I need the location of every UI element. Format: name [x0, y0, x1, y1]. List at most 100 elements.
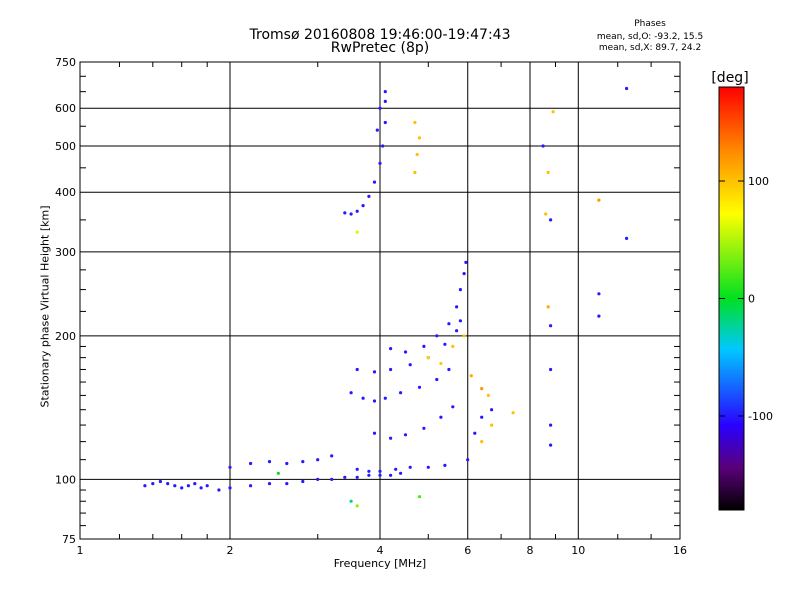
data-point [480, 415, 484, 419]
data-point [455, 305, 459, 309]
data-point [408, 363, 412, 367]
data-point [417, 495, 422, 499]
data-point [435, 334, 439, 338]
data-point [413, 120, 417, 125]
data-point [285, 461, 289, 466]
data-point [217, 488, 221, 492]
chart-subtitle: RwPretec (8p) [330, 40, 430, 56]
data-point [597, 292, 601, 296]
y-tick-label: 750 [55, 56, 76, 69]
data-point [355, 475, 359, 479]
data-point [403, 433, 408, 437]
data-point [549, 324, 553, 328]
data-point [480, 387, 484, 391]
data-point [180, 486, 184, 490]
data-point [625, 86, 629, 91]
data-point [408, 465, 412, 469]
data-point [372, 370, 377, 374]
x-tick-label: 1 [77, 544, 84, 557]
data-point [403, 350, 408, 354]
data-point [462, 334, 466, 338]
data-point [439, 415, 443, 419]
data-point [541, 144, 545, 148]
data-point [367, 473, 371, 477]
data-point [355, 367, 359, 372]
data-point [426, 465, 430, 469]
data-point [316, 458, 320, 462]
colorbar-tick-label: -100 [748, 410, 773, 423]
data-point [413, 170, 417, 175]
y-tick-label: 500 [55, 140, 76, 153]
data-point [367, 194, 371, 198]
data-point [205, 484, 209, 488]
data-point [399, 391, 403, 395]
data-point [549, 423, 553, 427]
data-point [383, 90, 387, 94]
data-point [249, 461, 253, 466]
data-point [551, 110, 555, 114]
data-point [143, 484, 147, 488]
data-points [143, 86, 629, 508]
data-point [422, 344, 426, 348]
data-point [372, 431, 377, 435]
data-point [151, 482, 155, 486]
data-point [597, 198, 601, 202]
data-point [343, 211, 347, 215]
data-point [301, 460, 305, 464]
x-tick-label: 2 [227, 544, 234, 557]
data-point [439, 361, 443, 366]
phases-heading: Phases [634, 19, 666, 29]
data-point [399, 471, 403, 475]
chart-title: Tromsø 20160808 19:46:00-19:47:43 [249, 27, 511, 43]
data-point [355, 209, 359, 213]
data-point [490, 423, 494, 427]
data-point [544, 212, 548, 216]
data-point [367, 469, 371, 473]
data-point [625, 236, 629, 240]
data-point [443, 463, 447, 467]
data-point [464, 260, 468, 264]
data-point [511, 411, 515, 415]
phases-stats-o: mean, sd,O: -93.2, 15.5 [596, 32, 704, 42]
data-point [546, 170, 550, 175]
data-point [381, 144, 385, 148]
data-point [447, 322, 451, 326]
y-tick-label: 400 [55, 186, 76, 199]
x-tick-label: 6 [464, 544, 471, 557]
data-point [417, 385, 422, 389]
data-point [378, 161, 382, 165]
data-point [546, 305, 550, 309]
data-point [549, 218, 553, 222]
data-point [473, 431, 477, 435]
data-point [372, 180, 377, 184]
data-point [361, 396, 365, 400]
colorbar-label: [deg] [711, 70, 749, 86]
data-point [378, 473, 382, 477]
data-point [383, 396, 387, 400]
data-point [343, 475, 347, 479]
data-point [597, 314, 601, 318]
data-point [372, 399, 377, 403]
y-tick-label: 600 [55, 102, 76, 115]
x-axis-label: Frequency [MHz] [333, 557, 427, 570]
y-tick-label: 200 [55, 330, 76, 343]
data-point [549, 443, 553, 447]
data-point [355, 467, 359, 471]
data-point [447, 367, 451, 372]
data-point [276, 471, 280, 475]
data-point [486, 393, 490, 397]
data-point [349, 391, 353, 395]
data-point [361, 204, 365, 208]
data-point [166, 482, 170, 486]
data-point [383, 99, 387, 103]
data-point [158, 479, 162, 484]
data-point [443, 342, 447, 346]
x-tick-label: 8 [527, 544, 534, 557]
data-point [417, 136, 422, 140]
plot-frame [79, 61, 681, 540]
data-point [375, 128, 379, 132]
data-point [349, 499, 353, 503]
data-point [249, 484, 253, 488]
data-point [462, 272, 466, 276]
